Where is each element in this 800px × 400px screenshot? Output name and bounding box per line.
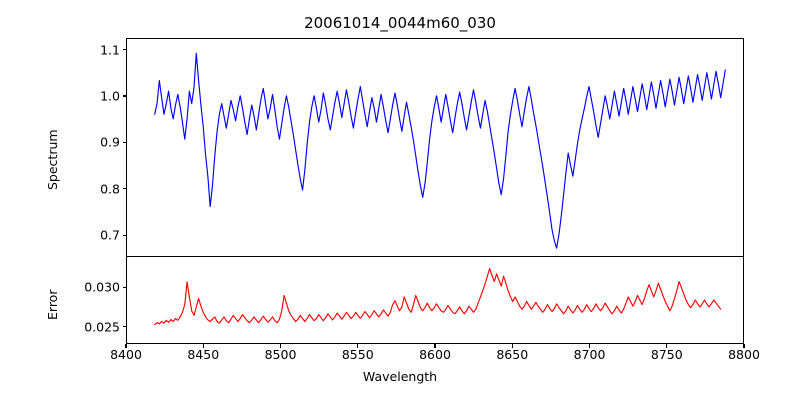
error-axes [126,256,744,344]
x-tick-label: 8450 [187,347,220,362]
spectrum-y-tick-label: 0.9 [100,134,120,150]
spectrum-y-tickmark [122,234,126,236]
x-tickmark [279,344,282,348]
x-tick-label: 8550 [341,347,374,362]
x-tick-label: 8700 [573,347,606,362]
x-tick-label: 8800 [728,347,760,362]
x-tickmark [666,344,668,348]
spectrum-y-axis-label: Spectrum [45,129,60,190]
x-tickmark [125,344,127,348]
x-axis-label: Wavelength [362,369,438,384]
spectrum-plot-area [154,52,726,249]
x-tick-label: 8650 [496,347,529,362]
spectrum-y-tickmark [122,141,126,143]
error-y-axis-label: Error [45,289,60,320]
error-line [154,267,722,326]
x-tick-label: 8500 [264,347,297,362]
x-tick-label: 8750 [650,347,683,362]
x-tick-label: 8600 [419,347,451,362]
spectrum-line [154,52,726,249]
spectrum-y-tickmark [122,95,126,97]
x-tickmark [588,344,591,348]
error-y-tick-label: 0.025 [84,319,120,335]
x-tickmark [202,344,204,348]
figure-title: 20061014_0044m60_030 [304,14,496,32]
error-y-tick-label: 0.030 [84,279,120,295]
x-tick-label: 8400 [110,347,142,362]
spectrum-y-tickmark [122,49,126,51]
spectrum-y-tick-label: 0.8 [100,181,120,197]
spectrum-axes [126,38,744,256]
error-y-tickmark [122,286,126,288]
spectrum-y-tick-label: 1.1 [100,42,120,58]
x-tickmark [434,344,436,348]
spectrum-y-tick-label: 0.7 [100,227,120,243]
spectrum-y-tickmark [122,188,126,190]
error-plot-area [154,267,722,326]
x-tickmark [511,344,513,348]
spectrum-y-tick-label: 1.0 [100,88,120,104]
x-tickmark [743,344,745,348]
error-y-tickmark [122,326,126,328]
x-tickmark [357,344,359,348]
